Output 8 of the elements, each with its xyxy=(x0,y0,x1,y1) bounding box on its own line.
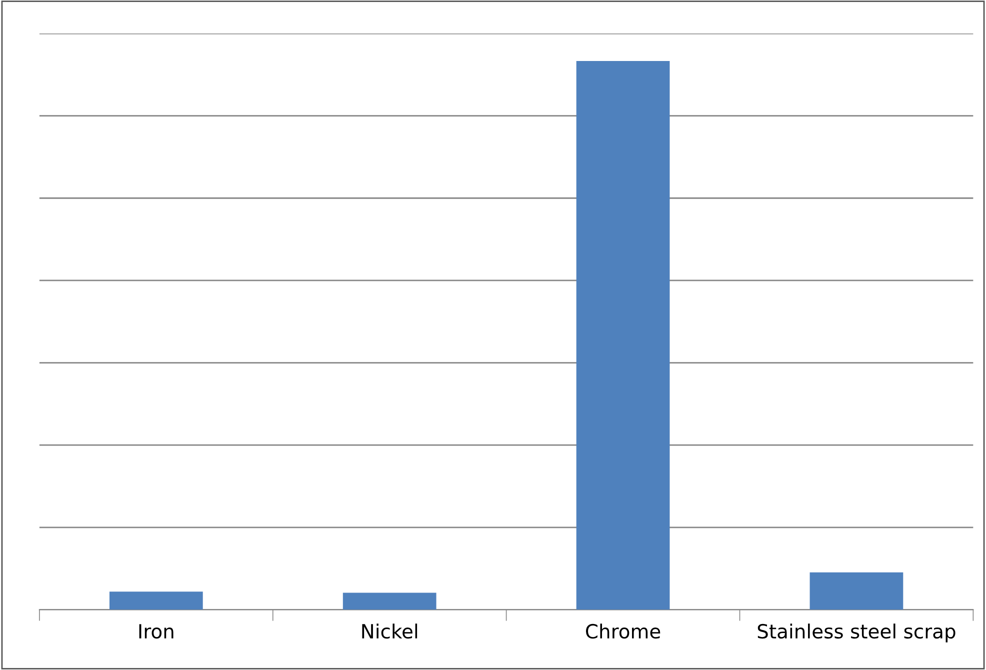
x-tick-label: Nickel xyxy=(362,624,418,639)
bar xyxy=(109,592,203,610)
x-tick-label: Stainless steel scrap xyxy=(758,624,956,642)
bar xyxy=(342,592,436,610)
bar xyxy=(810,572,904,610)
x-tick-label: Iron xyxy=(139,624,174,639)
x-tick-label: Chrome xyxy=(586,624,660,639)
bar xyxy=(576,60,670,610)
